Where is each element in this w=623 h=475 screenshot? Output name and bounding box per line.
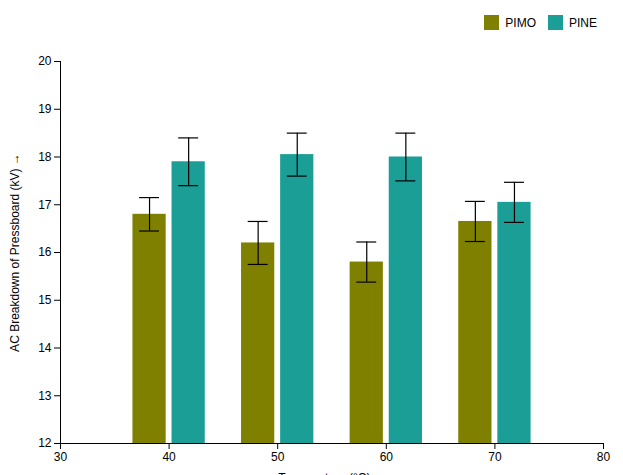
svg-text:AC Breakdown of Pressboard (kV: AC Breakdown of Pressboard (kV) → xyxy=(8,153,22,352)
svg-text:20: 20 xyxy=(38,54,52,68)
svg-text:14: 14 xyxy=(38,341,52,355)
svg-text:80: 80 xyxy=(597,450,611,464)
svg-text:30: 30 xyxy=(54,450,68,464)
svg-text:60: 60 xyxy=(380,450,394,464)
svg-text:70: 70 xyxy=(488,450,502,464)
svg-text:15: 15 xyxy=(38,293,52,307)
html-text:PIMO: PIMO xyxy=(505,15,536,30)
svg-text:12: 12 xyxy=(38,436,52,450)
svg-text:17: 17 xyxy=(38,198,52,212)
svg-text:18: 18 xyxy=(38,150,52,164)
svg-text:16: 16 xyxy=(38,245,52,259)
html-text:PINE: PINE xyxy=(569,15,597,30)
svg-text:19: 19 xyxy=(38,102,52,116)
svg-text:13: 13 xyxy=(38,389,52,403)
svg-text:50: 50 xyxy=(271,450,285,464)
svg-text:40: 40 xyxy=(162,450,176,464)
svg-text:Temperature (°C) →: Temperature (°C) → xyxy=(278,471,386,475)
